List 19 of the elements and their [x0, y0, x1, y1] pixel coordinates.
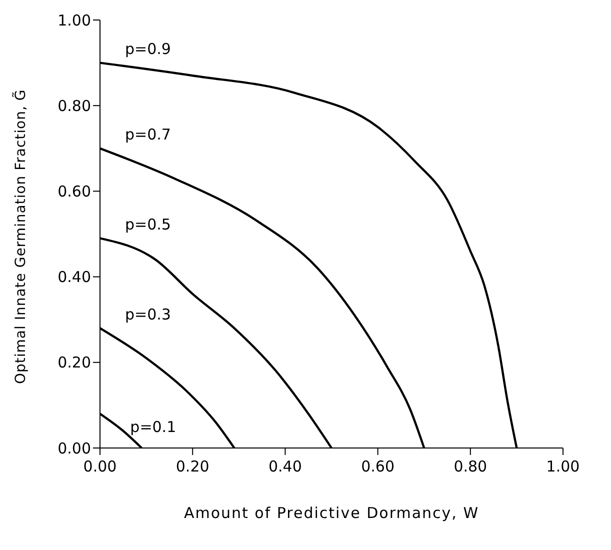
series-label: p=0.7	[125, 126, 171, 144]
y-tick-label: 0.40	[58, 268, 91, 286]
series-label: p=0.5	[125, 216, 171, 234]
x-axis-title: Amount of Predictive Dormancy, W	[184, 504, 480, 522]
x-tick-label: 1.00	[546, 458, 580, 476]
series-label: p=0.9	[125, 40, 171, 58]
y-tick-label: 1.00	[58, 11, 91, 30]
x-tick-label: 0.20	[176, 458, 210, 476]
series-label: p=0.1	[130, 418, 176, 436]
x-tick-label: 0.80	[454, 458, 488, 476]
series-label: p=0.3	[125, 305, 171, 324]
y-tick-label: 0.00	[58, 439, 91, 458]
y-axis-title: Optimal Innate Germination Fraction, G̃	[11, 89, 29, 384]
x-tick-label: 0.60	[361, 458, 395, 476]
x-tick-label: 0.00	[83, 458, 117, 476]
y-tick-label: 0.80	[58, 96, 91, 115]
y-tick-label: 0.60	[58, 182, 91, 201]
x-tick-label: 0.40	[268, 458, 302, 476]
y-tick-label: 0.20	[58, 354, 91, 372]
